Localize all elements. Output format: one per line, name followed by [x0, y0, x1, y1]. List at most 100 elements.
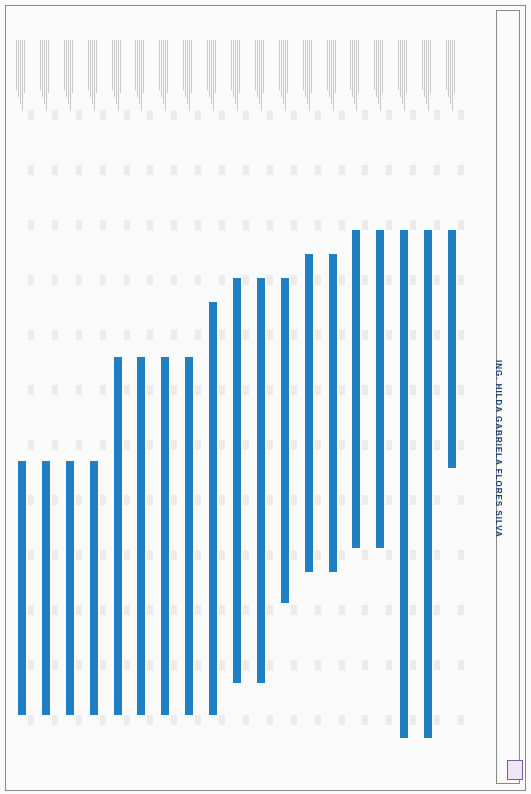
gantt-cell — [339, 715, 345, 725]
gantt-cell — [147, 165, 153, 175]
gantt-cell — [458, 385, 464, 395]
task-text-line — [350, 40, 351, 90]
gantt-cell — [267, 220, 273, 230]
task-text-line — [281, 40, 282, 97]
gantt-cell — [291, 385, 297, 395]
gantt-cell — [410, 495, 416, 505]
gantt-cell — [219, 275, 225, 285]
gantt-cell — [243, 110, 249, 120]
gantt-cell — [100, 660, 106, 670]
task-text-line — [46, 40, 47, 111]
gantt-cell — [434, 330, 440, 340]
gantt-cell — [171, 440, 177, 450]
task-text-line — [118, 40, 119, 111]
gantt-cell — [315, 110, 321, 120]
gantt-cell — [267, 275, 273, 285]
gantt-cell — [243, 220, 249, 230]
gantt-cell — [76, 165, 82, 175]
task-text-line — [354, 40, 355, 104]
gantt-cell — [28, 550, 34, 560]
gantt-cell — [124, 715, 130, 725]
gantt-cell — [28, 660, 34, 670]
gantt-cell — [100, 715, 106, 725]
task-text-line — [452, 40, 453, 111]
gantt-cell — [315, 385, 321, 395]
gantt-cell — [410, 715, 416, 725]
gantt-cell — [100, 275, 106, 285]
gantt-cell — [219, 385, 225, 395]
gantt-cell — [147, 110, 153, 120]
task-text-line — [285, 40, 286, 111]
gantt-cell — [100, 110, 106, 120]
task-text-line — [96, 40, 97, 93]
gantt-cell — [243, 330, 249, 340]
gantt-cell — [52, 275, 58, 285]
gantt-cell — [28, 385, 34, 395]
gantt-cell — [410, 165, 416, 175]
gantt-cell — [219, 220, 225, 230]
task-text-line — [430, 40, 431, 93]
gantt-cell — [171, 385, 177, 395]
gantt-cell — [267, 605, 273, 615]
gantt-cell — [147, 605, 153, 615]
task-text-line — [215, 40, 216, 93]
task-text-line — [309, 40, 310, 111]
gantt-cell — [124, 605, 130, 615]
task-text-line — [18, 40, 19, 97]
task-text-line — [70, 40, 71, 111]
task-text-line — [22, 40, 23, 111]
gantt-cell — [267, 385, 273, 395]
gantt-bar — [329, 254, 337, 572]
task-text-line — [352, 40, 353, 97]
gantt-cell — [386, 110, 392, 120]
task-text-line — [426, 40, 427, 104]
task-text-line — [44, 40, 45, 104]
gantt-cell — [171, 220, 177, 230]
gantt-cell — [362, 275, 368, 285]
gantt-cell — [171, 660, 177, 670]
gantt-cell — [362, 495, 368, 505]
gantt-cell — [410, 385, 416, 395]
task-text-line — [233, 40, 234, 97]
document-title: ING. HILDA GABRIELA FLORES SILVA — [494, 360, 503, 538]
gantt-cell — [100, 440, 106, 450]
gantt-cell — [315, 495, 321, 505]
gantt-cell — [458, 495, 464, 505]
gantt-cell — [458, 440, 464, 450]
gantt-cell — [410, 660, 416, 670]
task-text-line — [42, 40, 43, 97]
gantt-cell — [171, 165, 177, 175]
gantt-cell — [339, 165, 345, 175]
task-text-line — [64, 40, 65, 90]
gantt-cell — [434, 660, 440, 670]
task-text-line — [446, 40, 447, 90]
task-text-line — [400, 40, 401, 97]
gantt-cell — [124, 330, 130, 340]
gantt-cell — [147, 330, 153, 340]
task-text-line — [356, 40, 357, 111]
gantt-cell — [28, 110, 34, 120]
task-text-line — [287, 40, 288, 93]
logo-icon — [507, 760, 523, 780]
gantt-cell — [195, 715, 201, 725]
task-text-line — [303, 40, 304, 90]
gantt-cell — [410, 550, 416, 560]
gantt-bar — [137, 357, 145, 715]
gantt-cell — [195, 275, 201, 285]
gantt-cell — [195, 660, 201, 670]
task-text-line — [209, 40, 210, 97]
task-text-line — [380, 40, 381, 111]
gantt-cell — [76, 385, 82, 395]
page-frame — [5, 5, 526, 791]
task-text-line — [448, 40, 449, 97]
gantt-cell — [315, 220, 321, 230]
gantt-cell — [267, 495, 273, 505]
gantt-cell — [195, 440, 201, 450]
task-text-line — [331, 40, 332, 104]
gantt-bar — [185, 357, 193, 715]
task-text-line — [404, 40, 405, 111]
gantt-cell — [147, 275, 153, 285]
gantt-cell — [195, 550, 201, 560]
gantt-cell — [362, 605, 368, 615]
gantt-cell — [52, 330, 58, 340]
